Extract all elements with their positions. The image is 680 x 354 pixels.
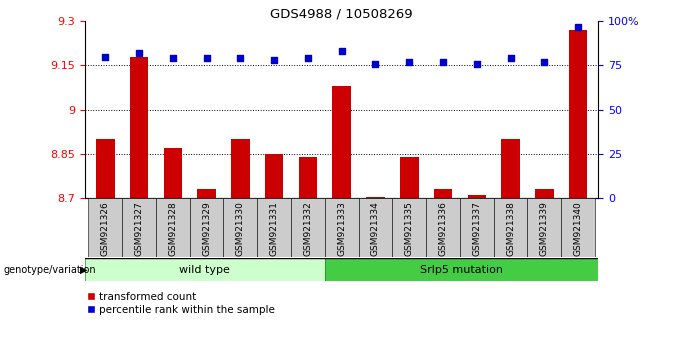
Bar <box>85 258 325 281</box>
Text: ▶: ▶ <box>80 265 88 275</box>
Legend: transformed count, percentile rank within the sample: transformed count, percentile rank withi… <box>87 292 275 315</box>
Bar <box>535 189 554 198</box>
Text: GSM921334: GSM921334 <box>371 201 380 256</box>
Point <box>100 54 111 59</box>
Text: GSM921331: GSM921331 <box>270 201 279 256</box>
Text: GSM921340: GSM921340 <box>574 201 583 256</box>
Bar <box>434 189 452 198</box>
Point <box>505 56 516 61</box>
Point <box>201 56 212 61</box>
Point <box>370 61 381 67</box>
Bar <box>367 197 385 198</box>
Text: GSM921339: GSM921339 <box>540 201 549 256</box>
FancyBboxPatch shape <box>392 198 426 257</box>
Point <box>133 50 144 56</box>
FancyBboxPatch shape <box>224 198 257 257</box>
Point <box>269 57 279 63</box>
Text: GSM921328: GSM921328 <box>169 201 177 256</box>
FancyBboxPatch shape <box>190 198 224 257</box>
FancyBboxPatch shape <box>291 198 325 257</box>
FancyBboxPatch shape <box>325 198 358 257</box>
Point <box>404 59 415 65</box>
FancyBboxPatch shape <box>528 198 561 257</box>
Bar <box>265 154 284 198</box>
FancyBboxPatch shape <box>122 198 156 257</box>
Bar <box>400 157 419 198</box>
FancyBboxPatch shape <box>460 198 494 257</box>
Text: GSM921338: GSM921338 <box>506 201 515 256</box>
Point <box>303 56 313 61</box>
Bar <box>333 86 351 198</box>
Point <box>471 61 482 67</box>
Bar <box>501 139 520 198</box>
Point <box>438 59 449 65</box>
FancyBboxPatch shape <box>88 198 122 257</box>
Bar <box>325 258 598 281</box>
Text: Srlp5 mutation: Srlp5 mutation <box>420 265 503 275</box>
Bar <box>569 30 588 198</box>
Point <box>235 56 245 61</box>
Title: GDS4988 / 10508269: GDS4988 / 10508269 <box>271 7 413 20</box>
FancyBboxPatch shape <box>257 198 291 257</box>
Bar <box>130 57 148 198</box>
Text: GSM921332: GSM921332 <box>303 201 312 256</box>
Point <box>573 24 583 29</box>
Bar <box>163 148 182 198</box>
Bar <box>96 139 114 198</box>
FancyBboxPatch shape <box>426 198 460 257</box>
Point <box>167 56 178 61</box>
Point <box>336 48 347 54</box>
Text: GSM921333: GSM921333 <box>337 201 346 256</box>
Bar <box>299 157 317 198</box>
Text: GSM921326: GSM921326 <box>101 201 109 256</box>
FancyBboxPatch shape <box>561 198 595 257</box>
Text: GSM921330: GSM921330 <box>236 201 245 256</box>
Point <box>539 59 550 65</box>
FancyBboxPatch shape <box>494 198 528 257</box>
FancyBboxPatch shape <box>358 198 392 257</box>
Text: GSM921337: GSM921337 <box>473 201 481 256</box>
Bar <box>468 195 486 198</box>
Text: GSM921336: GSM921336 <box>439 201 447 256</box>
Text: GSM921329: GSM921329 <box>202 201 211 256</box>
Bar <box>197 189 216 198</box>
Bar <box>231 139 250 198</box>
FancyBboxPatch shape <box>156 198 190 257</box>
Text: GSM921327: GSM921327 <box>135 201 143 256</box>
Text: GSM921335: GSM921335 <box>405 201 413 256</box>
Text: genotype/variation: genotype/variation <box>3 265 96 275</box>
Text: wild type: wild type <box>180 265 231 275</box>
